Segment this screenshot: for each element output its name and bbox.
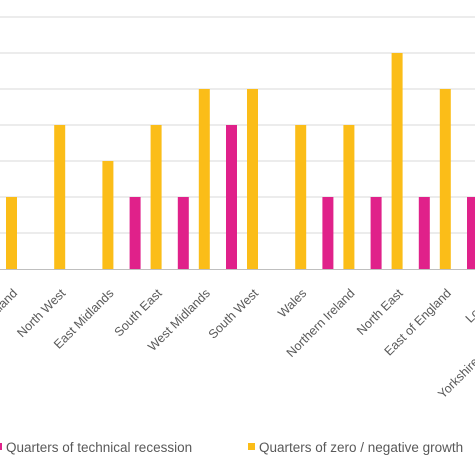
bar-recession-south-west: [226, 125, 237, 269]
legend: Quarters of technical recession Quarters …: [0, 440, 463, 455]
x-tick-label: North East: [354, 286, 406, 338]
x-tick-label: Wales: [275, 286, 309, 320]
bar-zero-negative-growth-scotland: [6, 197, 17, 269]
bar-zero-negative-growth-south-west: [247, 89, 258, 269]
legend-swatch: [248, 443, 255, 450]
x-tick-label: South West: [206, 286, 262, 342]
bar-recession-north-east: [370, 197, 382, 269]
bar-recession-london: [467, 197, 475, 269]
bar-zero-negative-growth-west-midlands: [198, 89, 210, 269]
bar-zero-negative-growth-northern-ireland: [343, 125, 355, 269]
legend-item: Quarters of technical recession: [0, 440, 192, 455]
bar-zero-negative-growth-south-east: [150, 125, 162, 269]
x-tick-label: London: [463, 286, 475, 325]
x-tick-label: Scotland: [0, 286, 20, 330]
legend-swatch: [0, 443, 2, 450]
legend-item: Quarters of zero / negative growth: [248, 440, 463, 455]
bars: [6, 53, 475, 269]
bar-zero-negative-growth-north-east: [391, 53, 403, 269]
bar-recession-south-east: [129, 197, 141, 269]
bar-recession-east-of-england: [418, 197, 430, 269]
bar-zero-negative-growth-east-of-england: [439, 89, 451, 269]
bar-zero-negative-growth-north-west: [54, 125, 66, 269]
bar-zero-negative-growth-east-midlands: [102, 161, 114, 269]
bar-recession-west-midlands: [177, 197, 189, 269]
legend-label: Quarters of zero / negative growth: [259, 440, 463, 455]
bar-recession-northern-ireland: [322, 197, 334, 269]
bar-zero-negative-growth-wales: [295, 125, 307, 269]
gridlines: [0, 16, 475, 234]
legend-label: Quarters of technical recession: [6, 440, 192, 455]
